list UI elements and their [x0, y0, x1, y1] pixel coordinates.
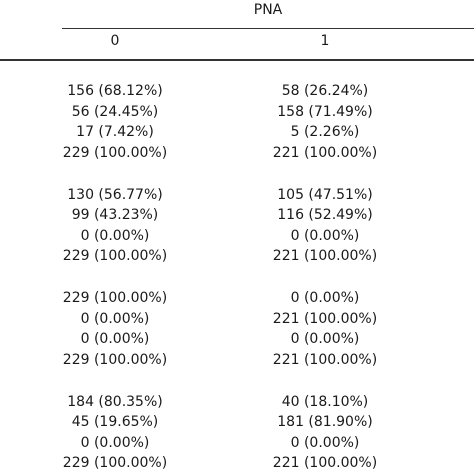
table-cell: 17 (7.42%) [76, 124, 154, 141]
table-cell: 221 (100.00%) [272, 310, 378, 327]
table-cell: 229 (100.00%) [62, 455, 168, 472]
table-cell: 221 (100.00%) [272, 351, 378, 368]
table-cell: 221 (100.00%) [272, 248, 378, 265]
table-top-rule [0, 59, 474, 61]
column-header-0: 0 [110, 33, 120, 49]
table-cell: 40 (18.10%) [281, 393, 369, 410]
table-cell: 156 (68.12%) [67, 83, 163, 99]
table-cell: 181 (81.90%) [277, 414, 373, 431]
table-cell: 130 (56.77%) [67, 186, 163, 203]
table-cell: 0 (0.00%) [290, 434, 360, 451]
table-cell: 221 (100.00%) [272, 455, 378, 472]
table-cell: 0 (0.00%) [80, 434, 150, 451]
table-cell: 229 (100.00%) [62, 248, 168, 265]
table-cell: 5 (2.26%) [290, 124, 360, 141]
table-cell: 0 (0.00%) [80, 310, 150, 327]
column-group-header: PNA [253, 2, 283, 18]
table-cell: 229 (100.00%) [62, 144, 168, 161]
table-cell: 0 (0.00%) [80, 227, 150, 244]
table-cell: 184 (80.35%) [67, 393, 163, 410]
table-cell: 0 (0.00%) [290, 290, 360, 306]
table-cell: 58 (26.24%) [281, 83, 369, 99]
column-header-1: 1 [320, 33, 330, 49]
header-rule [62, 28, 474, 29]
table-cell: 105 (47.51%) [277, 186, 373, 203]
table-cell: 221 (100.00%) [272, 144, 378, 161]
table-cell: 56 (24.45%) [71, 103, 159, 120]
table-cell: 99 (43.23%) [71, 207, 159, 224]
table-cell: 0 (0.00%) [290, 331, 360, 348]
table-cell: 116 (52.49%) [277, 207, 373, 224]
table-cell: 0 (0.00%) [80, 331, 150, 348]
table-cell: 229 (100.00%) [62, 290, 168, 306]
table-cell: 45 (19.65%) [71, 414, 159, 431]
table-cell: 229 (100.00%) [62, 351, 168, 368]
table-cell: 0 (0.00%) [290, 227, 360, 244]
table-cell: 158 (71.49%) [277, 103, 373, 120]
